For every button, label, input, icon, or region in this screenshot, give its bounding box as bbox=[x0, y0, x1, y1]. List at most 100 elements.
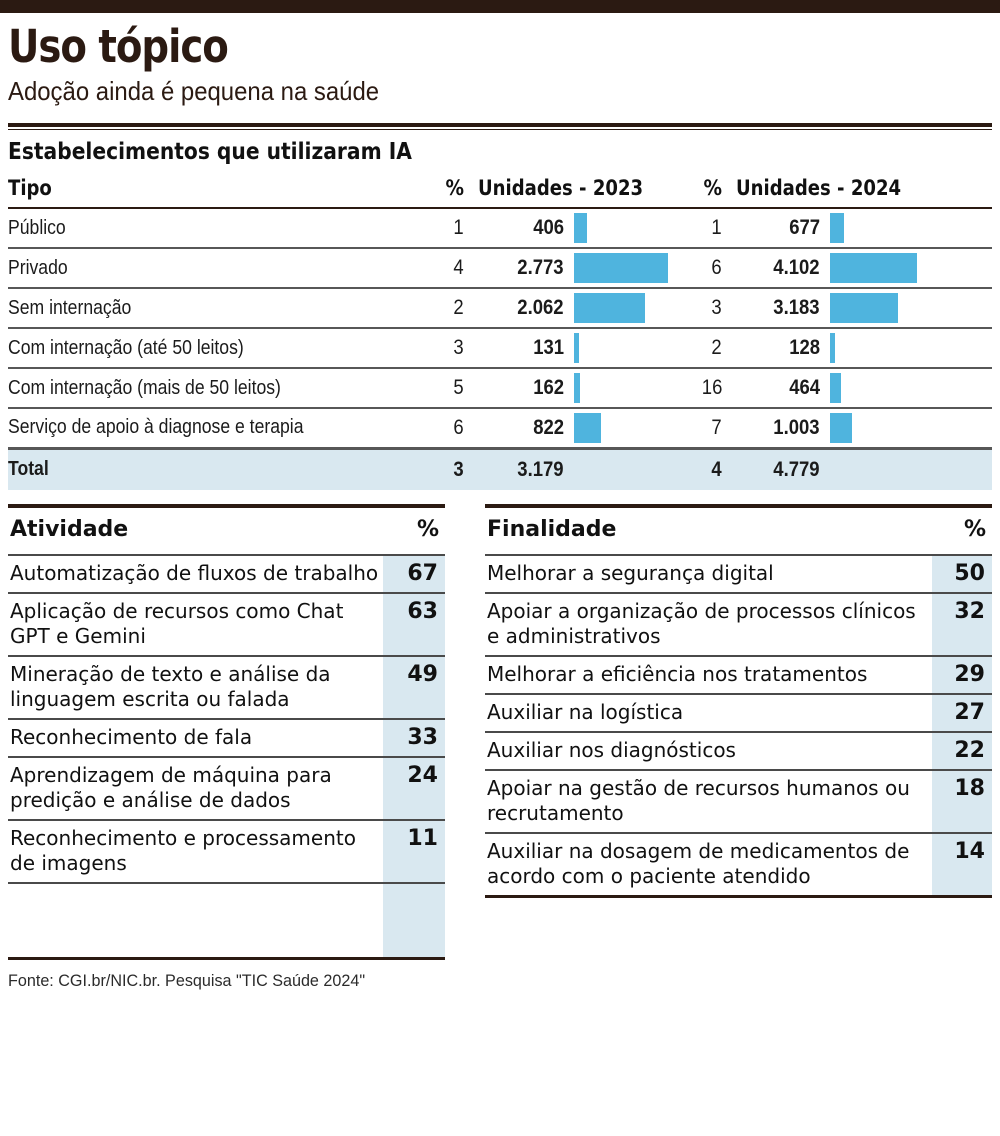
purpose-value: 29 bbox=[932, 656, 992, 694]
purpose-value: 32 bbox=[932, 593, 992, 656]
header-divider-thick bbox=[8, 123, 992, 127]
purposes-table: Finalidade % Melhorar a segurança digita… bbox=[485, 508, 992, 895]
activities-table: Atividade % Automatização de fluxos de t… bbox=[8, 508, 445, 957]
cell-pct-2024: 16 bbox=[701, 376, 722, 399]
cell-pct-2024: 6 bbox=[711, 256, 722, 279]
col-header-pct-2023: % bbox=[445, 176, 464, 200]
bar-cell-2023 bbox=[566, 328, 680, 368]
activity-label: Reconhecimento de fala bbox=[10, 725, 253, 749]
cell-units-2024: 3.183 bbox=[773, 296, 820, 319]
bar-cell-2023-total bbox=[566, 448, 680, 490]
cell-tipo: Privado bbox=[8, 256, 68, 279]
purpose-label: Auxiliar na logística bbox=[487, 700, 684, 724]
list-item: Mineração de texto e análise da linguage… bbox=[8, 656, 445, 719]
cell-pct-2024: 2 bbox=[711, 336, 722, 359]
list-item: Apoiar na gestão de recursos humanos ou … bbox=[485, 770, 992, 833]
cell-pct-2024: 1 bbox=[711, 216, 722, 239]
bar-2023 bbox=[574, 412, 601, 443]
cell-tipo: Com internação (mais de 50 leitos) bbox=[8, 376, 281, 399]
bar-cell-2023 bbox=[566, 408, 680, 448]
activity-label: Automatização de fluxos de trabalho bbox=[10, 561, 379, 585]
activity-label: Mineração de texto e análise da linguage… bbox=[10, 662, 331, 711]
list-item: Automatização de fluxos de trabalho 67 bbox=[8, 555, 445, 593]
purposes-header: Finalidade % bbox=[485, 508, 992, 555]
establishments-table: Tipo % Unidades - 2023 % Unidades - 2024… bbox=[8, 171, 992, 490]
purpose-label: Auxiliar nos diagnósticos bbox=[487, 738, 736, 762]
table-row: Público 1 406 1 677 bbox=[8, 208, 992, 248]
list-item: Reconhecimento de fala 33 bbox=[8, 719, 445, 757]
cell-units-2023: 2.062 bbox=[517, 296, 564, 319]
purpose-value: 18 bbox=[932, 770, 992, 833]
col-header-atividade: Atividade bbox=[10, 517, 129, 542]
lower-tables: Atividade % Automatização de fluxos de t… bbox=[8, 504, 992, 960]
activity-label bbox=[8, 883, 383, 957]
activity-value bbox=[383, 883, 445, 957]
cell-units-2024-total: 4.779 bbox=[773, 457, 820, 481]
activity-value: 67 bbox=[383, 555, 445, 593]
list-item-empty bbox=[8, 883, 445, 957]
cell-pct-2023-total: 3 bbox=[453, 457, 464, 481]
purposes-top-rule bbox=[485, 504, 992, 508]
section-establishments: Estabelecimentos que utilizaram IA Tipo … bbox=[8, 137, 992, 490]
list-item: Auxiliar nos diagnósticos 22 bbox=[485, 732, 992, 770]
section1-title: Estabelecimentos que utilizaram IA bbox=[8, 139, 412, 165]
list-item: Auxiliar na logística 27 bbox=[485, 694, 992, 732]
purpose-label: Apoiar na gestão de recursos humanos ou … bbox=[487, 776, 910, 825]
col-header-unidades-2023: Unidades - 2023 bbox=[478, 176, 644, 200]
bar-2023 bbox=[574, 373, 580, 403]
col-header-atividade-pct: % bbox=[416, 517, 439, 542]
page-title: Uso tópico bbox=[8, 20, 229, 73]
cell-tipo: Com internação (até 50 leitos) bbox=[8, 336, 244, 359]
table-header: Tipo % Unidades - 2023 % Unidades - 2024 bbox=[8, 171, 992, 208]
cell-pct-2024: 3 bbox=[711, 296, 722, 319]
purposes-panel: Finalidade % Melhorar a segurança digita… bbox=[485, 504, 992, 960]
activity-label: Reconhecimento e processamento de imagen… bbox=[10, 826, 356, 875]
bar-cell-2023 bbox=[566, 288, 680, 328]
activity-label: Aprendizagem de máquina para predição e … bbox=[10, 763, 332, 812]
activity-value: 49 bbox=[383, 656, 445, 719]
activities-panel: Atividade % Automatização de fluxos de t… bbox=[8, 504, 445, 960]
bar-cell-2024 bbox=[822, 368, 992, 408]
activities-top-rule bbox=[8, 504, 445, 508]
purpose-value: 14 bbox=[932, 833, 992, 895]
cell-pct-2023: 6 bbox=[453, 415, 464, 439]
source-note: Fonte: CGI.br/NIC.br. Pesquisa "TIC Saúd… bbox=[8, 971, 366, 990]
bar-cell-2024 bbox=[822, 288, 992, 328]
cell-tipo: Sem internação bbox=[8, 296, 132, 319]
cell-tipo: Serviço de apoio à diagnose e terapia bbox=[8, 416, 304, 439]
bar-2023 bbox=[574, 293, 645, 323]
page-subtitle: Adoção ainda é pequena na saúde bbox=[8, 76, 380, 106]
col-header-finalidade-pct: % bbox=[963, 517, 986, 542]
activity-value: 11 bbox=[383, 820, 445, 883]
bar-2023 bbox=[574, 333, 579, 363]
purpose-value: 27 bbox=[932, 694, 992, 732]
table-row: Serviço de apoio à diagnose e terapia 6 … bbox=[8, 408, 992, 448]
list-item: Melhorar a eficiência nos tratamentos 29 bbox=[485, 656, 992, 694]
cell-pct-2023: 4 bbox=[453, 256, 464, 279]
activity-value: 24 bbox=[383, 757, 445, 820]
table-row: Sem internação 2 2.062 3 3.183 bbox=[8, 288, 992, 328]
list-item: Aprendizagem de máquina para predição e … bbox=[8, 757, 445, 820]
bar-2024 bbox=[830, 213, 844, 243]
bar-cell-2024 bbox=[822, 328, 992, 368]
cell-units-2024: 677 bbox=[789, 216, 820, 239]
header: Uso tópico Adoção ainda é pequena na saú… bbox=[0, 13, 1000, 107]
header-row: Tipo % Unidades - 2023 % Unidades - 2024 bbox=[8, 171, 992, 208]
cell-pct-2023: 5 bbox=[453, 376, 464, 399]
list-item: Apoiar a organização de processos clínic… bbox=[485, 593, 992, 656]
cell-units-2024: 464 bbox=[789, 376, 820, 399]
cell-pct-2023: 2 bbox=[453, 296, 464, 319]
purpose-label: Auxiliar na dosagem de medicamentos de a… bbox=[487, 839, 910, 888]
activity-label: Aplicação de recursos como Chat GPT e Ge… bbox=[10, 599, 344, 648]
list-item: Melhorar a segurança digital 50 bbox=[485, 555, 992, 593]
cell-units-2023-total: 3.179 bbox=[517, 457, 564, 481]
top-accent-bar bbox=[0, 0, 1000, 13]
purposes-body: Melhorar a segurança digital 50 Apoiar a… bbox=[485, 555, 992, 895]
bar-2024 bbox=[830, 293, 898, 323]
bar-2024 bbox=[830, 412, 852, 443]
cell-units-2023: 2.773 bbox=[517, 256, 564, 279]
bar-2023 bbox=[574, 213, 587, 243]
list-item: Reconhecimento e processamento de imagen… bbox=[8, 820, 445, 883]
purpose-label: Melhorar a eficiência nos tratamentos bbox=[487, 662, 868, 686]
